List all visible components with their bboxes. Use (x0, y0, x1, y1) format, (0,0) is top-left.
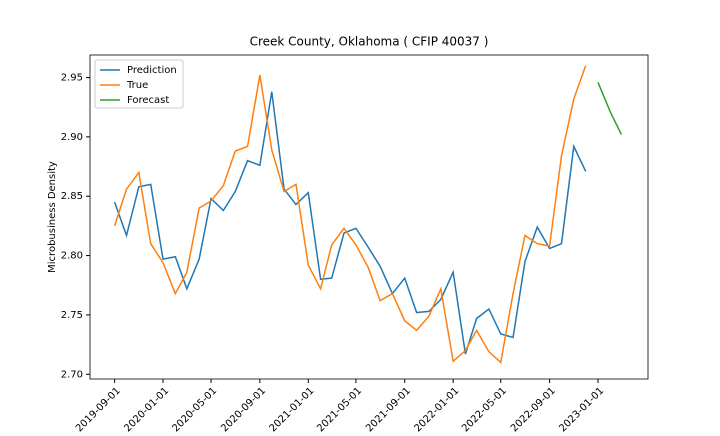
legend-label: Prediction (127, 65, 177, 76)
x-tick-label: 2019-09-01 (74, 385, 123, 432)
line-series (113, 65, 587, 364)
x-tick-label: 2022-05-01 (460, 385, 509, 432)
chart-title: Creek County, Oklahoma ( CFIP 40037 ) (250, 35, 489, 49)
x-tick-label: 2021-05-01 (315, 385, 364, 432)
y-tick-label: 2.70 (61, 369, 83, 380)
plot-frame (89, 54, 649, 380)
x-tick-label: 2023-01-01 (557, 385, 606, 432)
y-tick-label: 2.75 (61, 310, 83, 321)
x-tick-label: 2022-01-01 (413, 385, 462, 432)
x-tick-label: 2022-09-01 (509, 385, 558, 432)
y-tick-label: 2.95 (61, 73, 83, 84)
x-tick-label: 2020-09-01 (219, 385, 268, 432)
x-tick-label: 2020-01-01 (122, 385, 171, 432)
legend-box (94, 59, 184, 109)
line-series (113, 91, 587, 355)
x-tick-label: 2021-01-01 (268, 385, 317, 432)
y-tick-label: 2.80 (61, 251, 83, 262)
legend-label: Forecast (127, 95, 169, 106)
x-tick-label: 2021-09-01 (364, 385, 413, 432)
legend-label: True (126, 80, 148, 91)
y-tick-label: 2.85 (61, 191, 83, 202)
y-axis-label: Microbusiness Density (47, 161, 58, 273)
line-series (597, 82, 623, 135)
x-tick-label: 2020-05-01 (170, 385, 219, 432)
y-tick-label: 2.90 (61, 132, 83, 143)
